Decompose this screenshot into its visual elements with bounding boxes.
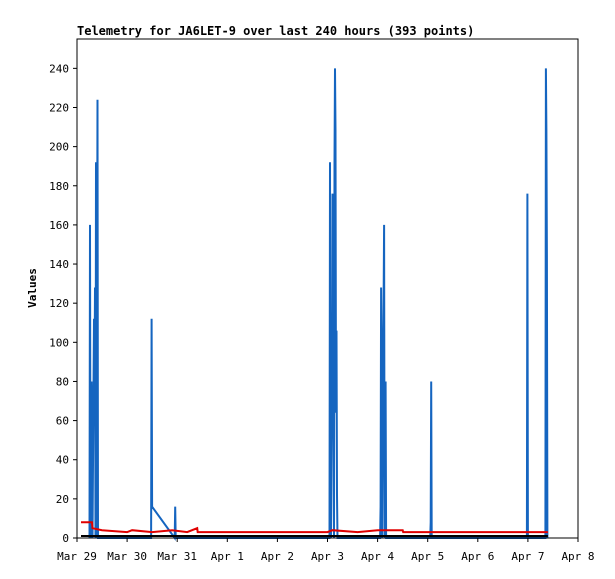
x-tick-label: Apr 6 <box>461 550 494 563</box>
y-tick-label: 140 <box>49 258 69 271</box>
x-tick-label: Apr 5 <box>411 550 444 563</box>
y-tick-label: 200 <box>49 141 69 154</box>
y-tick-label: 40 <box>56 454 69 467</box>
y-tick-label: 240 <box>49 62 69 75</box>
y-tick-label: 120 <box>49 297 69 310</box>
x-tick-label: Apr 7 <box>511 550 544 563</box>
y-tick-label: 160 <box>49 219 69 232</box>
y-tick-label: 100 <box>49 336 69 349</box>
y-axis-label: Values <box>26 268 39 308</box>
y-tick-label: 60 <box>56 415 69 428</box>
x-tick-label: Mar 31 <box>157 550 197 563</box>
x-tick-label: Apr 4 <box>361 550 394 563</box>
x-tick-label: Apr 2 <box>261 550 294 563</box>
y-tick-label: 80 <box>56 375 69 388</box>
x-tick-label: Apr 8 <box>561 550 594 563</box>
x-tick-label: Apr 1 <box>211 550 244 563</box>
y-tick-label: 20 <box>56 493 69 506</box>
series-line-2 <box>81 521 548 534</box>
y-tick-label: 180 <box>49 180 69 193</box>
x-tick-label: Mar 29 <box>57 550 97 563</box>
plot-axes: 0 20 40 60 80 100 120 140 160 180 200 220 240 Mar 29 M… <box>49 38 595 563</box>
y-tick-label: 0 <box>62 532 69 545</box>
x-tick-label: Mar 30 <box>107 550 147 563</box>
x-tick-label: Apr 3 <box>311 550 344 563</box>
chart-title: Telemetry for JA6LET-9 over last 240 hou… <box>77 24 474 38</box>
y-tick-label: 220 <box>49 101 69 114</box>
